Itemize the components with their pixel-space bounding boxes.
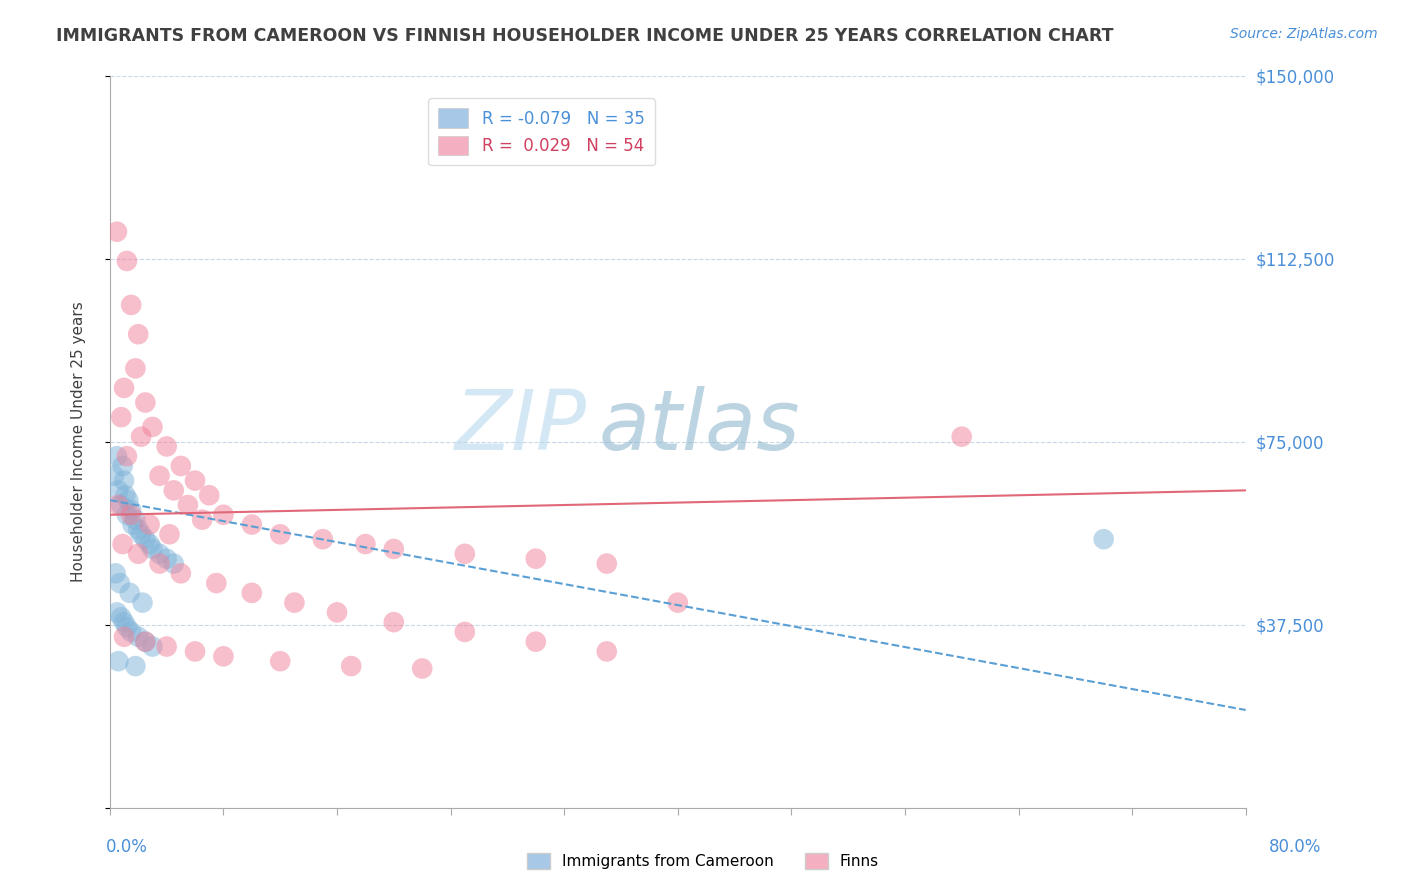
Point	[596, 644, 619, 658]
Point	[115, 508, 138, 522]
Point	[148, 468, 170, 483]
Point	[127, 630, 149, 644]
Point	[124, 361, 146, 376]
Point	[240, 586, 263, 600]
Point	[127, 523, 149, 537]
Point	[212, 508, 235, 522]
Point	[112, 381, 135, 395]
Point	[129, 430, 152, 444]
Point	[312, 532, 335, 546]
Point	[104, 566, 127, 581]
Point	[205, 576, 228, 591]
Point	[191, 513, 214, 527]
Point	[148, 557, 170, 571]
Point	[411, 661, 433, 675]
Point	[110, 610, 132, 624]
Point	[524, 634, 547, 648]
Point	[120, 298, 142, 312]
Point	[240, 517, 263, 532]
Point	[666, 596, 689, 610]
Point	[454, 547, 477, 561]
Point	[112, 474, 135, 488]
Point	[134, 532, 156, 546]
Point	[112, 630, 135, 644]
Point	[138, 517, 160, 532]
Point	[110, 410, 132, 425]
Point	[121, 517, 143, 532]
Point	[354, 537, 377, 551]
Point	[524, 551, 547, 566]
Point	[269, 527, 291, 541]
Text: IMMIGRANTS FROM CAMEROON VS FINNISH HOUSEHOLDER INCOME UNDER 25 YEARS CORRELATIO: IMMIGRANTS FROM CAMEROON VS FINNISH HOUS…	[56, 27, 1114, 45]
Point	[108, 576, 131, 591]
Point	[148, 547, 170, 561]
Point	[131, 596, 153, 610]
Text: ZIP: ZIP	[456, 386, 586, 467]
Text: 80.0%: 80.0%	[1270, 838, 1322, 856]
Point	[1092, 532, 1115, 546]
Text: Source: ZipAtlas.com: Source: ZipAtlas.com	[1230, 27, 1378, 41]
Point	[105, 606, 128, 620]
Legend: R = -0.079   N = 35, R =  0.029   N = 54: R = -0.079 N = 35, R = 0.029 N = 54	[429, 98, 655, 165]
Point	[138, 537, 160, 551]
Point	[156, 551, 179, 566]
Point	[141, 420, 163, 434]
Point	[112, 615, 135, 629]
Point	[134, 395, 156, 409]
Point	[141, 640, 163, 654]
Point	[105, 449, 128, 463]
Point	[596, 557, 619, 571]
Legend: Immigrants from Cameroon, Finns: Immigrants from Cameroon, Finns	[522, 847, 884, 875]
Point	[184, 474, 207, 488]
Point	[114, 488, 136, 502]
Point	[134, 634, 156, 648]
Point	[382, 541, 405, 556]
Point	[118, 586, 141, 600]
Point	[115, 449, 138, 463]
Point	[326, 606, 349, 620]
Point	[156, 640, 179, 654]
Point	[120, 508, 142, 522]
Point	[115, 620, 138, 634]
Point	[198, 488, 221, 502]
Point	[117, 493, 139, 508]
Point	[170, 566, 193, 581]
Point	[212, 649, 235, 664]
Point	[382, 615, 405, 629]
Point	[340, 659, 363, 673]
Point	[156, 440, 179, 454]
Point	[170, 458, 193, 473]
Point	[134, 634, 156, 648]
Text: atlas: atlas	[598, 386, 800, 467]
Point	[107, 483, 129, 498]
Point	[111, 537, 134, 551]
Point	[105, 225, 128, 239]
Point	[111, 458, 134, 473]
Point	[269, 654, 291, 668]
Point	[163, 557, 186, 571]
Point	[124, 513, 146, 527]
Point	[177, 498, 200, 512]
Point	[115, 254, 138, 268]
Point	[127, 547, 149, 561]
Point	[120, 624, 142, 639]
Point	[127, 327, 149, 342]
Text: 0.0%: 0.0%	[105, 838, 148, 856]
Point	[283, 596, 305, 610]
Point	[107, 498, 129, 512]
Point	[454, 624, 477, 639]
Point	[159, 527, 181, 541]
Point	[107, 654, 129, 668]
Point	[129, 527, 152, 541]
Point	[950, 430, 973, 444]
Y-axis label: Householder Income Under 25 years: Householder Income Under 25 years	[72, 301, 86, 582]
Point	[120, 503, 142, 517]
Point	[110, 498, 132, 512]
Point	[141, 541, 163, 556]
Point	[103, 468, 125, 483]
Point	[124, 659, 146, 673]
Point	[184, 644, 207, 658]
Point	[163, 483, 186, 498]
